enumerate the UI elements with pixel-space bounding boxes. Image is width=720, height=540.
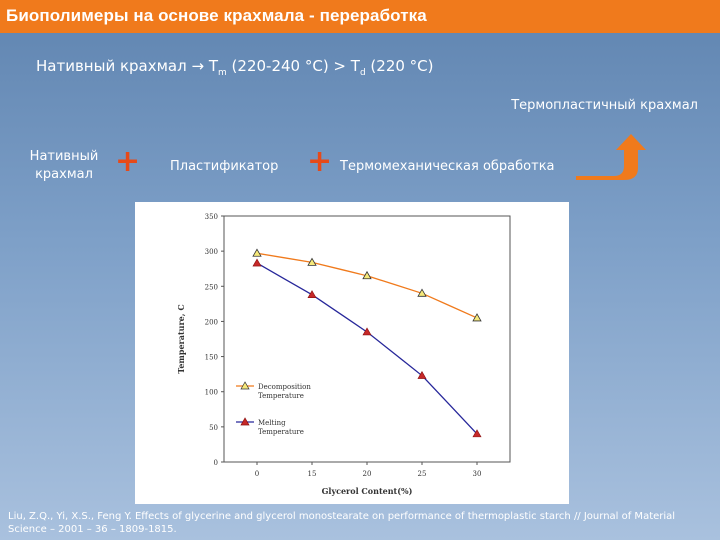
data-point-decomposition [252, 248, 262, 257]
y-tick-label: 150 [205, 354, 218, 362]
slide-title: Биополимеры на основе крахмала - перераб… [6, 6, 427, 25]
data-point-melting [362, 327, 372, 336]
legend-label-line1: Decomposition [258, 383, 311, 391]
y-tick-label: 200 [205, 318, 218, 326]
subtitle-tm-range: (220-240 °C) > T [226, 57, 360, 75]
series-line-1 [256, 262, 478, 435]
subtitle-td-sub: d [359, 68, 366, 78]
arrow-right-icon: → [191, 57, 205, 75]
y-tick-label: 300 [205, 248, 218, 256]
data-point-melting [307, 290, 317, 299]
series-line-0 [256, 252, 478, 319]
data-point-decomposition [307, 257, 317, 266]
legend-label-line2: Temperature [258, 428, 304, 436]
chart: 0 50 100 150 200 250 300 350 0 15 20 25 30 Glycerol C… [135, 202, 569, 504]
y-tick-label: 100 [205, 389, 218, 397]
legend-marker [240, 417, 250, 426]
temperature-chart: 0 50 100 150 200 250 300 350 0 15 20 25 30 Glycerol C… [176, 213, 511, 496]
native-starch-line1: Нативный [29, 149, 99, 164]
data-point-decomposition [472, 313, 482, 322]
x-tick-label: 15 [308, 470, 317, 478]
subtitle: Нативный крахмал → Tm (220-240 °C) > Td … [36, 57, 434, 78]
y-tick-label: 50 [209, 424, 218, 432]
y-tick-label: 0 [214, 459, 218, 467]
x-tick-label: 25 [418, 470, 427, 478]
legend-label-line1: Melting [258, 419, 286, 427]
legend-label-line2: Temperature [258, 392, 304, 400]
native-starch-line2: крахмал [35, 167, 93, 182]
legend-marker [240, 381, 250, 390]
data-point-melting [252, 258, 262, 267]
native-starch-label: Нативный крахмал [20, 148, 108, 184]
subtitle-prefix: Нативный крахмал [36, 57, 192, 75]
data-point-decomposition [417, 288, 427, 297]
citation: Liu, Z.Q., Yi, X.S., Feng Y. Effects of … [8, 511, 676, 535]
title-bar: Биополимеры на основе крахмала - перераб… [0, 0, 720, 33]
thermoplastic-starch-label: Термопластичный крахмал [511, 98, 698, 113]
subtitle-tm: T [204, 57, 218, 75]
subtitle-td-value: (220 °C) [365, 57, 434, 75]
thermomechanical-label: Термомеханическая обработка [340, 159, 555, 174]
data-point-melting [472, 429, 482, 438]
x-tick-label: 30 [473, 470, 482, 478]
plus-icon: + [307, 144, 333, 179]
data-point-melting [417, 370, 427, 379]
x-axis-label: Glycerol Content(%) [322, 486, 413, 496]
y-tick-label: 350 [205, 213, 218, 221]
plus-icon: + [115, 144, 141, 179]
y-axis-label: Temperature, C [176, 304, 186, 373]
subtitle-tm-sub: m [218, 68, 227, 78]
plasticizer-label: Пластификатор [170, 159, 279, 174]
x-tick-label: 20 [363, 470, 372, 478]
data-point-decomposition [362, 270, 372, 280]
arrow-up-right-icon [576, 134, 646, 180]
x-tick-label: 0 [255, 470, 259, 478]
y-tick-label: 250 [205, 283, 218, 291]
